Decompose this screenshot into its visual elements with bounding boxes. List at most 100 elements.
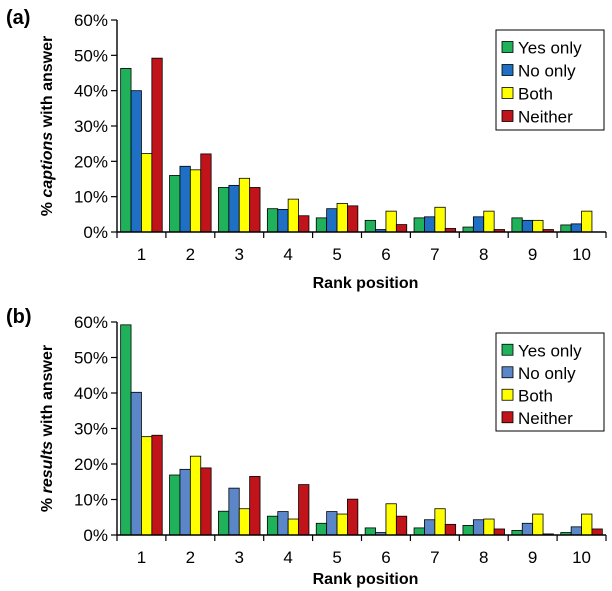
x-tick-label: 10 — [572, 245, 591, 264]
bar-neither-rank-1 — [151, 57, 163, 233]
y-tick-label: 20% — [74, 455, 108, 474]
bar-yes-only-rank-3 — [218, 187, 230, 233]
bar-both-rank-5 — [336, 202, 348, 233]
bar-both-rank-7 — [434, 508, 446, 536]
x-tick-label: 3 — [235, 245, 244, 264]
y-tick-label: 10% — [74, 491, 108, 510]
bar-both-rank-4 — [287, 518, 299, 536]
x-axis-label: Rank position — [313, 275, 419, 292]
y-tick-label: 0% — [83, 223, 108, 242]
x-tick-label: 8 — [479, 548, 488, 567]
bar-neither-rank-3 — [249, 476, 261, 536]
bar-no-only-rank-4 — [277, 511, 289, 536]
x-tick-label: 4 — [283, 245, 292, 264]
bar-both-rank-10 — [581, 210, 593, 233]
bar-neither-rank-3 — [249, 187, 261, 233]
bar-both-rank-6 — [385, 503, 397, 536]
bar-neither-rank-2 — [200, 153, 212, 233]
bar-both-rank-9 — [532, 219, 544, 233]
bar-yes-only-rank-6 — [364, 527, 376, 536]
bar-no-only-rank-8 — [472, 216, 485, 233]
bar-no-only-rank-3 — [228, 184, 240, 233]
y-tick-label: 60% — [74, 11, 108, 30]
x-tick-label: 1 — [137, 245, 146, 264]
y-tick-label: 50% — [74, 349, 108, 368]
chart-panel-b: (b) % results with answer 0% 10% 20% 30% 40% 50… — [6, 306, 607, 588]
y-tick-label: 30% — [74, 117, 108, 136]
x-tick-label: 6 — [381, 245, 390, 264]
x-tick-label: 9 — [528, 548, 537, 567]
x-tick-label: 1 — [137, 548, 146, 567]
x-tick-label: 5 — [332, 548, 341, 567]
x-tick-label: 6 — [381, 548, 390, 567]
bar-no-only-rank-2 — [179, 165, 191, 233]
bar-yes-only-rank-10 — [560, 224, 572, 233]
x-tick-label: 7 — [430, 548, 439, 567]
bar-no-only-rank-9 — [521, 522, 534, 536]
legend-label: Both — [518, 386, 553, 405]
bar-no-only-rank-1 — [130, 90, 142, 233]
y-tick-label: 40% — [74, 82, 108, 101]
bar-yes-only-rank-6 — [364, 219, 376, 233]
bar-neither-rank-7 — [444, 523, 457, 536]
y-tick-label: 60% — [74, 313, 108, 332]
bar-neither-rank-2 — [200, 467, 212, 536]
bar-neither-rank-4 — [298, 484, 310, 536]
legend-swatch — [501, 388, 514, 401]
bar-yes-only-rank-8 — [462, 525, 474, 536]
bar-both-rank-9 — [532, 513, 544, 536]
bar-no-only-rank-7 — [424, 519, 436, 536]
bar-yes-only-rank-8 — [462, 226, 474, 233]
legend-swatch — [501, 110, 514, 122]
legend-swatch — [501, 411, 514, 424]
bar-yes-only-rank-1 — [120, 68, 132, 233]
bar-both-rank-8 — [483, 518, 495, 536]
legend: Yes only No only Both Neither — [495, 332, 605, 432]
bar-yes-only-rank-5 — [315, 522, 328, 536]
y-axis-label: % captions with answer — [39, 36, 56, 217]
y-tick-label: 10% — [74, 188, 108, 207]
bar-no-only-rank-4 — [277, 208, 289, 233]
y-tick-label: 40% — [74, 384, 108, 403]
panel-label: (b) — [6, 306, 32, 328]
x-tick-label: 3 — [235, 548, 244, 567]
bar-neither-rank-6 — [395, 515, 408, 536]
bar-yes-only-rank-9 — [511, 217, 523, 233]
legend-box — [495, 332, 605, 432]
bar-both-rank-10 — [581, 513, 593, 536]
bar-no-only-rank-5 — [326, 208, 338, 233]
bar-no-only-rank-9 — [521, 219, 534, 233]
bar-yes-only-rank-5 — [315, 217, 328, 233]
legend-label: No only — [518, 364, 576, 383]
bar-both-rank-2 — [189, 169, 202, 233]
legend-label: No only — [518, 62, 576, 81]
bar-neither-rank-5 — [347, 205, 359, 233]
legend: Yes only No only Both Neither — [495, 29, 605, 131]
bar-yes-only-rank-1 — [120, 324, 132, 536]
bar-no-only-rank-2 — [179, 468, 191, 536]
bar-both-rank-7 — [434, 206, 446, 233]
legend-box — [495, 29, 605, 131]
bar-both-rank-3 — [238, 177, 251, 233]
bar-neither-rank-4 — [298, 215, 310, 233]
bar-no-only-rank-10 — [570, 223, 582, 233]
x-tick-label: 5 — [332, 245, 341, 264]
bar-both-rank-1 — [141, 436, 153, 536]
x-tick-label: 10 — [572, 548, 591, 567]
x-tick-label: 7 — [430, 245, 439, 264]
bar-neither-rank-10 — [591, 528, 603, 536]
bar-no-only-rank-10 — [570, 526, 582, 536]
bar-no-only-rank-8 — [472, 519, 485, 536]
y-tick-label: 50% — [74, 46, 108, 65]
x-tick-label: 9 — [528, 245, 537, 264]
bar-yes-only-rank-2 — [169, 175, 181, 233]
y-tick-label: 20% — [74, 152, 108, 171]
x-axis-label: Rank position — [313, 571, 419, 588]
bar-both-rank-6 — [385, 210, 397, 233]
bar-both-rank-2 — [189, 455, 202, 536]
bar-both-rank-4 — [287, 198, 299, 233]
bar-both-rank-8 — [483, 210, 495, 233]
x-tick-label: 2 — [186, 245, 195, 264]
bar-both-rank-5 — [336, 513, 348, 536]
chart-panel-a: (a) % captions with answer 0% 10% 20% 30% 40% 5… — [6, 7, 607, 292]
